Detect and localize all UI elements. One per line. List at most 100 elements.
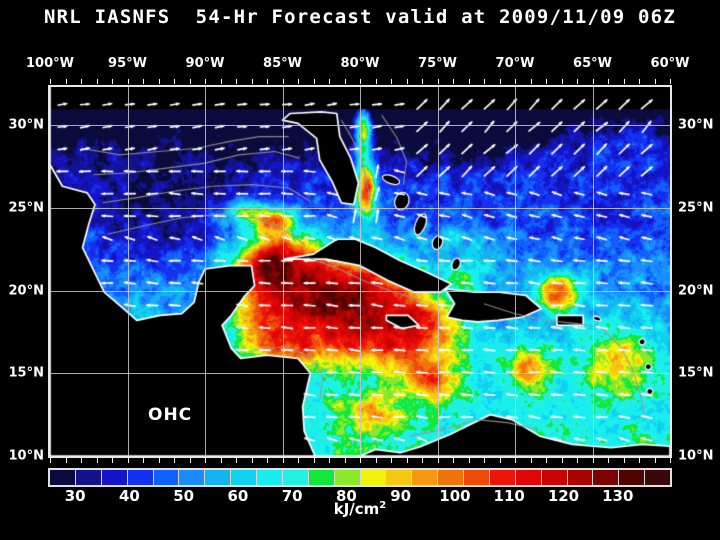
- gridline-horizontal: [50, 373, 670, 375]
- axis-tick: [437, 458, 439, 463]
- axis-tick: [81, 458, 82, 463]
- colorbar-unit-text: kJ/cm: [333, 500, 380, 518]
- colorbar-swatch-5: [179, 470, 206, 485]
- lon-label-60w: 60°W: [650, 56, 690, 71]
- colorbar-tick-40: 40: [118, 487, 140, 505]
- axis-tick: [515, 458, 516, 463]
- axis-ticks-top: [48, 79, 672, 85]
- axis-tick: [592, 79, 594, 84]
- colorbar-unit-exponent: 2: [379, 500, 387, 511]
- gridline-vertical: [515, 87, 516, 456]
- axis-tick: [608, 458, 609, 463]
- lat-label-right-20n: 20°N: [678, 283, 714, 299]
- axis-tick: [360, 458, 361, 463]
- gridline-vertical: [282, 87, 284, 456]
- axis-tick: [391, 458, 392, 463]
- colorbar-tick-70: 70: [281, 487, 303, 505]
- axis-tick: [174, 458, 175, 463]
- gridline-vertical: [592, 87, 594, 456]
- colorbar-swatch-20: [567, 470, 594, 485]
- axis-tick: [437, 79, 439, 84]
- map-plot-area[interactable]: [48, 85, 672, 458]
- axis-tick: [329, 79, 330, 84]
- axis-tick: [654, 79, 656, 84]
- axis-tick: [127, 458, 129, 463]
- axis-tick: [530, 458, 532, 463]
- colorbar[interactable]: [48, 468, 672, 487]
- lat-label-right-25n: 25°N: [678, 200, 714, 216]
- gridline-vertical: [437, 87, 439, 456]
- colorbar-swatch-2: [101, 470, 128, 485]
- lat-label-left-15n: 15°N: [8, 365, 44, 381]
- axis-tick: [422, 79, 423, 84]
- colorbar-swatch-16: [464, 470, 490, 485]
- colorbar-tick-110: 110: [493, 487, 525, 505]
- colorbar-swatch-0: [50, 470, 76, 485]
- gridline-horizontal: [50, 207, 670, 209]
- colorbar-tick-30: 30: [64, 487, 86, 505]
- lon-label-95w: 95°W: [108, 56, 147, 71]
- axis-tick: [267, 79, 268, 84]
- axis-tick: [546, 79, 547, 84]
- axis-tick: [112, 458, 113, 463]
- axis-tick: [81, 79, 82, 84]
- axis-tick: [329, 458, 330, 463]
- axis-tick: [515, 79, 516, 84]
- colorbar-swatch-4: [153, 470, 180, 485]
- page-title: NRL IASNFS 54-Hr Forecast valid at 2009/…: [44, 6, 676, 28]
- lat-label-right-15n: 15°N: [678, 365, 714, 381]
- axis-tick: [344, 458, 346, 463]
- colorbar-swatch-12: [360, 470, 387, 485]
- colorbar-unit-label: kJ/cm2: [0, 500, 720, 518]
- axis-tick: [391, 79, 392, 84]
- axis-tick: [577, 458, 578, 463]
- axis-tick: [282, 458, 284, 463]
- colorbar-swatch-11: [334, 470, 361, 485]
- axis-tick: [189, 79, 191, 84]
- lat-label-left-10n: 10°N: [8, 448, 44, 464]
- lon-label-90w: 90°W: [185, 56, 225, 71]
- axis-tick: [468, 458, 470, 463]
- axis-tick: [96, 79, 98, 84]
- axis-tick: [484, 79, 485, 84]
- axis-tick: [251, 79, 253, 84]
- axis-tick: [654, 458, 656, 463]
- gridline-vertical: [205, 87, 206, 456]
- axis-tick: [220, 79, 222, 84]
- axis-tick: [313, 79, 315, 84]
- lat-label-right-10n: 10°N: [678, 448, 714, 464]
- lon-label-85w: 85°W: [263, 56, 302, 71]
- axis-tick: [670, 79, 671, 84]
- axis-tick: [282, 79, 284, 84]
- axis-tick: [360, 79, 361, 84]
- colorbar-swatch-21: [593, 470, 620, 485]
- lon-label-80w: 80°W: [340, 56, 380, 71]
- lat-label-left-25n: 25°N: [8, 200, 44, 216]
- axis-tick: [499, 458, 501, 463]
- axis-tick: [406, 79, 408, 84]
- axis-tick: [313, 458, 315, 463]
- axis-tick: [96, 458, 98, 463]
- lon-label-100w: 100°W: [26, 56, 74, 71]
- axis-tick: [623, 79, 625, 84]
- colorbar-swatch-8: [257, 470, 283, 485]
- lon-label-75w: 75°W: [418, 56, 457, 71]
- axis-tick: [112, 79, 113, 84]
- axis-tick: [608, 79, 609, 84]
- axis-tick: [189, 458, 191, 463]
- axis-tick: [143, 458, 144, 463]
- lat-label-left-30n: 30°N: [8, 117, 44, 133]
- lat-label-right-30n: 30°N: [678, 117, 714, 133]
- axis-tick: [236, 458, 237, 463]
- colorbar-tick-130: 130: [602, 487, 634, 505]
- colorbar-tick-50: 50: [173, 487, 195, 505]
- axis-tick: [639, 458, 640, 463]
- axis-tick: [298, 458, 299, 463]
- colorbar-tick-90: 90: [390, 487, 412, 505]
- axis-tick: [220, 458, 222, 463]
- lat-label-left-20n: 20°N: [8, 283, 44, 299]
- axis-tick: [50, 79, 51, 84]
- axis-tick: [406, 458, 408, 463]
- axis-tick: [453, 458, 454, 463]
